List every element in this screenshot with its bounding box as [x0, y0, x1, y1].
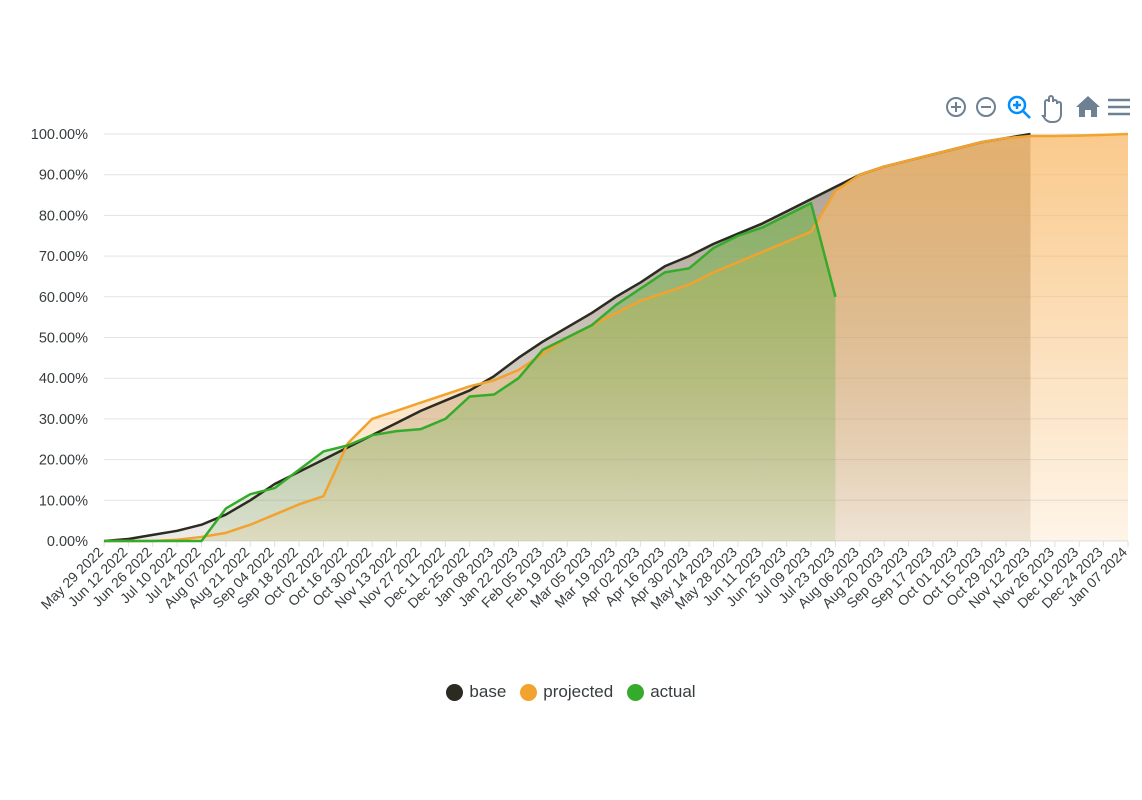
legend-label: projected: [543, 682, 614, 701]
y-tick-label: 100.00%: [31, 127, 88, 143]
selection-zoom-button[interactable]: [1007, 95, 1031, 119]
zoom-in-button[interactable]: [946, 97, 966, 117]
legend-marker: [627, 683, 645, 701]
y-tick-label: 50.00%: [39, 331, 88, 347]
y-tick-label: 30.00%: [39, 412, 88, 428]
y-tick-label: 90.00%: [39, 168, 88, 184]
line: [104, 132, 1129, 543]
legend: base projected actual: [0, 682, 1142, 702]
legend-marker: [520, 683, 538, 701]
toolbar: [946, 95, 1130, 123]
menu-button[interactable]: [1108, 98, 1130, 116]
line: [104, 201, 837, 543]
reset-button[interactable]: [1076, 96, 1100, 117]
pan-button[interactable]: [1041, 95, 1062, 123]
y-tick-label: 70.00%: [39, 249, 88, 265]
y-tick-label: 0.00%: [47, 534, 88, 550]
y-tick-label: 80.00%: [39, 208, 88, 224]
legend-item[interactable]: projected: [520, 682, 613, 702]
legend-label: actual: [650, 682, 696, 701]
legend-item[interactable]: base: [446, 682, 506, 702]
legend-marker: [446, 683, 464, 701]
legend-label: base: [469, 682, 507, 701]
chart: 0.00% 10.00% 20.00% 30.00% 40.00% 50.00% 60.00…: [31, 95, 1130, 612]
area-fill: [104, 203, 836, 541]
y-tick-label: 60.00%: [39, 290, 88, 306]
legend-item[interactable]: actual: [627, 682, 696, 702]
y-tick-label: 10.00%: [39, 493, 88, 509]
y-tick-label: 20.00%: [39, 453, 88, 469]
zoom-out-button[interactable]: [976, 97, 996, 117]
y-tick-label: 40.00%: [39, 371, 88, 387]
